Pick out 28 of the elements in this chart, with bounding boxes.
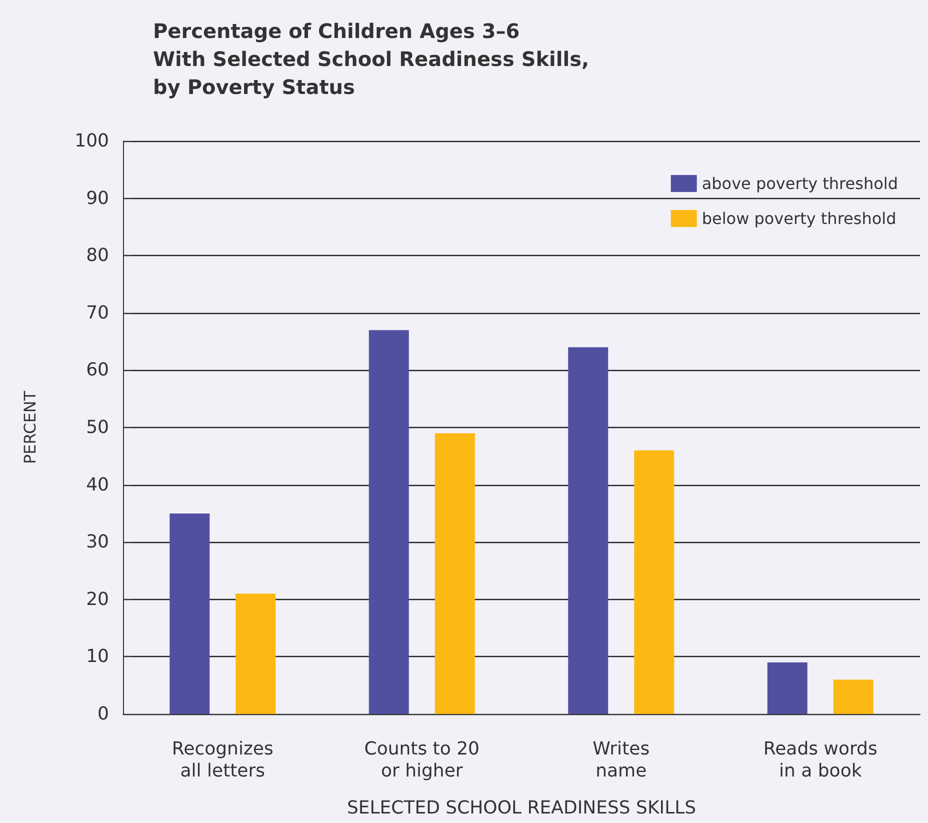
bar [170, 513, 210, 714]
bar [833, 680, 874, 714]
legend-label: above poverty threshold [702, 174, 898, 193]
x-tick-label: Writes name [592, 738, 650, 782]
y-tick-label: 20 [86, 588, 109, 610]
y-tick-label: 30 [86, 532, 109, 553]
bar [767, 662, 808, 714]
x-tick-label: Counts to 20 or higher [364, 738, 480, 782]
bar [634, 450, 674, 714]
y-tick-label: 60 [86, 360, 109, 381]
y-tick-label: 90 [86, 188, 109, 209]
bar [434, 433, 475, 714]
y-tick-label: 50 [86, 417, 109, 438]
y-tick-label: 0 [98, 704, 109, 724]
y-axis-title: PERCENT [20, 390, 40, 464]
y-tick-label: 40 [86, 474, 109, 496]
bar [236, 594, 276, 714]
y-tick-label: 80 [86, 245, 109, 266]
x-axis-title: SELECTED SCHOOL READINESS SKILLS [346, 798, 696, 818]
x-tick-label: Reads words in a book [763, 738, 878, 782]
bar [368, 330, 409, 714]
bar [568, 347, 608, 714]
chart-title: Percentage of Children Ages 3–6 With Selected School Readiness Skills, by Poverty Status [153, 19, 590, 99]
y-tick-label: 10 [86, 646, 109, 668]
x-tick-label: Recognizes all letters [172, 738, 274, 782]
legend-label: below poverty threshold [702, 209, 896, 228]
y-tick-label: 100 [74, 130, 109, 152]
y-tick-label: 70 [86, 302, 109, 324]
